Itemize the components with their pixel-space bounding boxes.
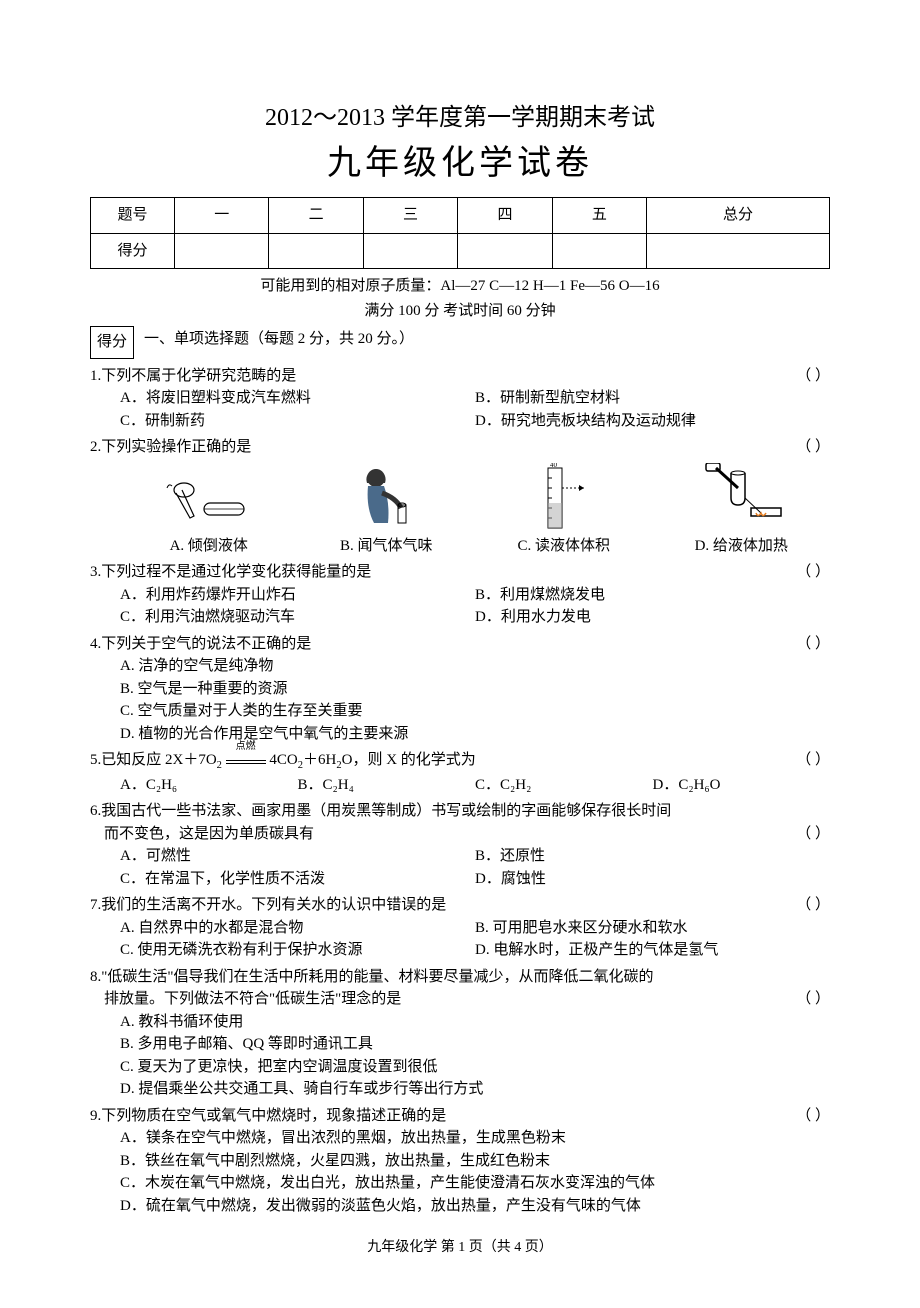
- answer-paren: （ ）: [776, 749, 830, 774]
- q7-option-b: B. 可用肥皂水来区分硬水和软水: [475, 917, 830, 940]
- score-cell: [647, 233, 830, 269]
- q1-option-b: B．研制新型航空材料: [475, 387, 830, 410]
- exam-year-title: 2012～2013 学年度第一学期期末考试: [90, 100, 830, 136]
- q8-line1: 8."低碳生活"倡导我们在生活中所耗用的能量、材料要尽量减少，从而降低二氧化碳的: [90, 966, 830, 989]
- score-label-cell: 得分: [91, 233, 175, 269]
- q8-option-b: B. 多用电子邮箱、QQ 等即时通讯工具: [120, 1033, 830, 1056]
- q3-option-c: C．利用汽油燃烧驱动汽车: [120, 606, 475, 629]
- q5-text: 5.已知反应 2X＋7O2 点燃 4CO2＋6H2O，则 X 的化学式为: [90, 749, 776, 774]
- q9-option-c: C．木炭在氧气中燃烧，发出白光，放出热量，产生能使澄清石灰水变浑浊的气体: [120, 1172, 830, 1195]
- q5-option-b: B．C₂H₄: [298, 774, 476, 797]
- q8-option-a: A. 教科书循环使用: [120, 1011, 830, 1034]
- q9-text: 9.下列物质在空气或氧气中燃烧时，现象描述正确的是: [90, 1105, 776, 1128]
- q2-image-c: 40: [475, 463, 653, 533]
- q7-option-a: A. 自然界中的水都是混合物: [120, 917, 475, 940]
- q5-option-d: D．C₂H₆O: [653, 774, 831, 797]
- header-cell: 四: [458, 198, 552, 234]
- question-3: 3.下列过程不是通过化学变化获得能量的是 （ ） A．利用炸药爆炸开山炸石 B．…: [90, 561, 830, 629]
- question-6: 6.我国古代一些书法家、画家用墨（用炭黑等制成）书写或绘制的字画能够保存很长时间…: [90, 800, 830, 890]
- q6-option-a: A．可燃性: [120, 845, 475, 868]
- q2-caption-c: C. 读液体体积: [475, 535, 653, 558]
- exam-meta-info: 满分 100 分 考试时间 60 分钟: [90, 300, 830, 323]
- question-2: 2.下列实验操作正确的是 （ ） A. 倾倒液体: [90, 436, 830, 557]
- q6-option-b: B．还原性: [475, 845, 830, 868]
- answer-paren: （ ）: [776, 633, 830, 656]
- q1-option-d: D．研究地壳板块结构及运动规律: [475, 410, 830, 433]
- q2-image-a: [120, 463, 298, 533]
- q7-option-c: C. 使用无磷洗衣粉有利于保护水资源: [120, 939, 475, 962]
- question-7: 7.我们的生活离不开水。下列有关水的认识中错误的是 （ ） A. 自然界中的水都…: [90, 894, 830, 962]
- q3-option-b: B．利用煤燃烧发电: [475, 584, 830, 607]
- q1-text: 1.下列不属于化学研究范畴的是: [90, 365, 776, 388]
- q7-option-d: D. 电解水时，正极产生的气体是氢气: [475, 939, 830, 962]
- header-cell: 三: [363, 198, 457, 234]
- q6-option-c: C．在常温下，化学性质不活泼: [120, 868, 475, 891]
- header-cell: 总分: [647, 198, 830, 234]
- q9-option-a: A．镁条在空气中燃烧，冒出浓烈的黑烟，放出热量，生成黑色粉末: [120, 1127, 830, 1150]
- q2-caption-a: A. 倾倒液体: [120, 535, 298, 558]
- page-footer: 九年级化学 第 1 页（共 4 页）: [90, 1237, 830, 1258]
- q2-caption-b: B. 闻气体气味: [298, 535, 476, 558]
- answer-paren: （ ）: [776, 823, 830, 846]
- q1-option-c: C．研制新药: [120, 410, 475, 433]
- q6-line1: 6.我国古代一些书法家、画家用墨（用炭黑等制成）书写或绘制的字画能够保存很长时间: [90, 800, 830, 823]
- header-cell: 二: [269, 198, 363, 234]
- table-row: 题号 一 二 三 四 五 总分: [91, 198, 830, 234]
- q2-image-d: [653, 463, 831, 533]
- q8-option-c: C. 夏天为了更凉快，把室内空调温度设置到很低: [120, 1056, 830, 1079]
- q4-option-a: A. 洁净的空气是纯净物: [120, 655, 830, 678]
- q4-text: 4.下列关于空气的说法不正确的是: [90, 633, 776, 656]
- q1-option-a: A．将废旧塑料变成汽车燃料: [120, 387, 475, 410]
- svg-text:40: 40: [550, 463, 558, 469]
- q3-text: 3.下列过程不是通过化学变化获得能量的是: [90, 561, 776, 584]
- q4-option-b: B. 空气是一种重要的资源: [120, 678, 830, 701]
- question-4: 4.下列关于空气的说法不正确的是 （ ） A. 洁净的空气是纯净物 B. 空气是…: [90, 633, 830, 746]
- header-cell: 一: [175, 198, 269, 234]
- q6-line2: 而不变色，这是因为单质碳具有: [90, 823, 776, 846]
- atomic-mass-info: 可能用到的相对原子质量：Al—27 C—12 H—1 Fe—56 O—16: [90, 275, 830, 298]
- q2-caption-d: D. 给液体加热: [653, 535, 831, 558]
- score-table: 题号 一 二 三 四 五 总分 得分: [90, 197, 830, 269]
- answer-paren: （ ）: [776, 365, 830, 388]
- answer-paren: （ ）: [776, 436, 830, 459]
- score-cell: [363, 233, 457, 269]
- q5-option-c: C．C₂H₂: [475, 774, 653, 797]
- q8-option-d: D. 提倡乘坐公共交通工具、骑自行车或步行等出行方式: [120, 1078, 830, 1101]
- answer-paren: （ ）: [776, 1105, 830, 1128]
- q9-option-b: B．铁丝在氧气中剧烈燃烧，火星四溅，放出热量，生成红色粉末: [120, 1150, 830, 1173]
- answer-paren: （ ）: [776, 988, 830, 1011]
- score-cell: [269, 233, 363, 269]
- question-1: 1.下列不属于化学研究范畴的是 （ ） A．将废旧塑料变成汽车燃料 B．研制新型…: [90, 365, 830, 433]
- q4-option-c: C. 空气质量对于人类的生存至关重要: [120, 700, 830, 723]
- q9-option-d: D．硫在氧气中燃烧，发出微弱的淡蓝色火焰，放出热量，产生没有气味的气体: [120, 1195, 830, 1218]
- answer-paren: （ ）: [776, 894, 830, 917]
- header-cell: 题号: [91, 198, 175, 234]
- section-title: 一、单项选择题（每题 2 分，共 20 分。）: [144, 328, 414, 351]
- q2-text: 2.下列实验操作正确的是: [90, 436, 776, 459]
- exam-subject-title: 九年级化学试卷: [90, 138, 830, 189]
- q8-line2: 排放量。下列做法不符合"低碳生活"理念的是: [90, 988, 776, 1011]
- question-5: 5.已知反应 2X＋7O2 点燃 4CO2＋6H2O，则 X 的化学式为 （ ）…: [90, 749, 830, 796]
- score-cell: [458, 233, 552, 269]
- header-cell: 五: [552, 198, 646, 234]
- q3-option-a: A．利用炸药爆炸开山炸石: [120, 584, 475, 607]
- q3-option-d: D．利用水力发电: [475, 606, 830, 629]
- q5-option-a: A．C₂H₆: [120, 774, 298, 797]
- score-cell: [175, 233, 269, 269]
- q2-image-b: [298, 463, 476, 533]
- question-8: 8."低碳生活"倡导我们在生活中所耗用的能量、材料要尽量减少，从而降低二氧化碳的…: [90, 966, 830, 1101]
- q6-option-d: D．腐蚀性: [475, 868, 830, 891]
- table-row: 得分: [91, 233, 830, 269]
- answer-paren: （ ）: [776, 561, 830, 584]
- q7-text: 7.我们的生活离不开水。下列有关水的认识中错误的是: [90, 894, 776, 917]
- score-cell: [552, 233, 646, 269]
- section-score-box: 得分: [90, 326, 134, 359]
- question-9: 9.下列物质在空气或氧气中燃烧时，现象描述正确的是 （ ） A．镁条在空气中燃烧…: [90, 1105, 830, 1218]
